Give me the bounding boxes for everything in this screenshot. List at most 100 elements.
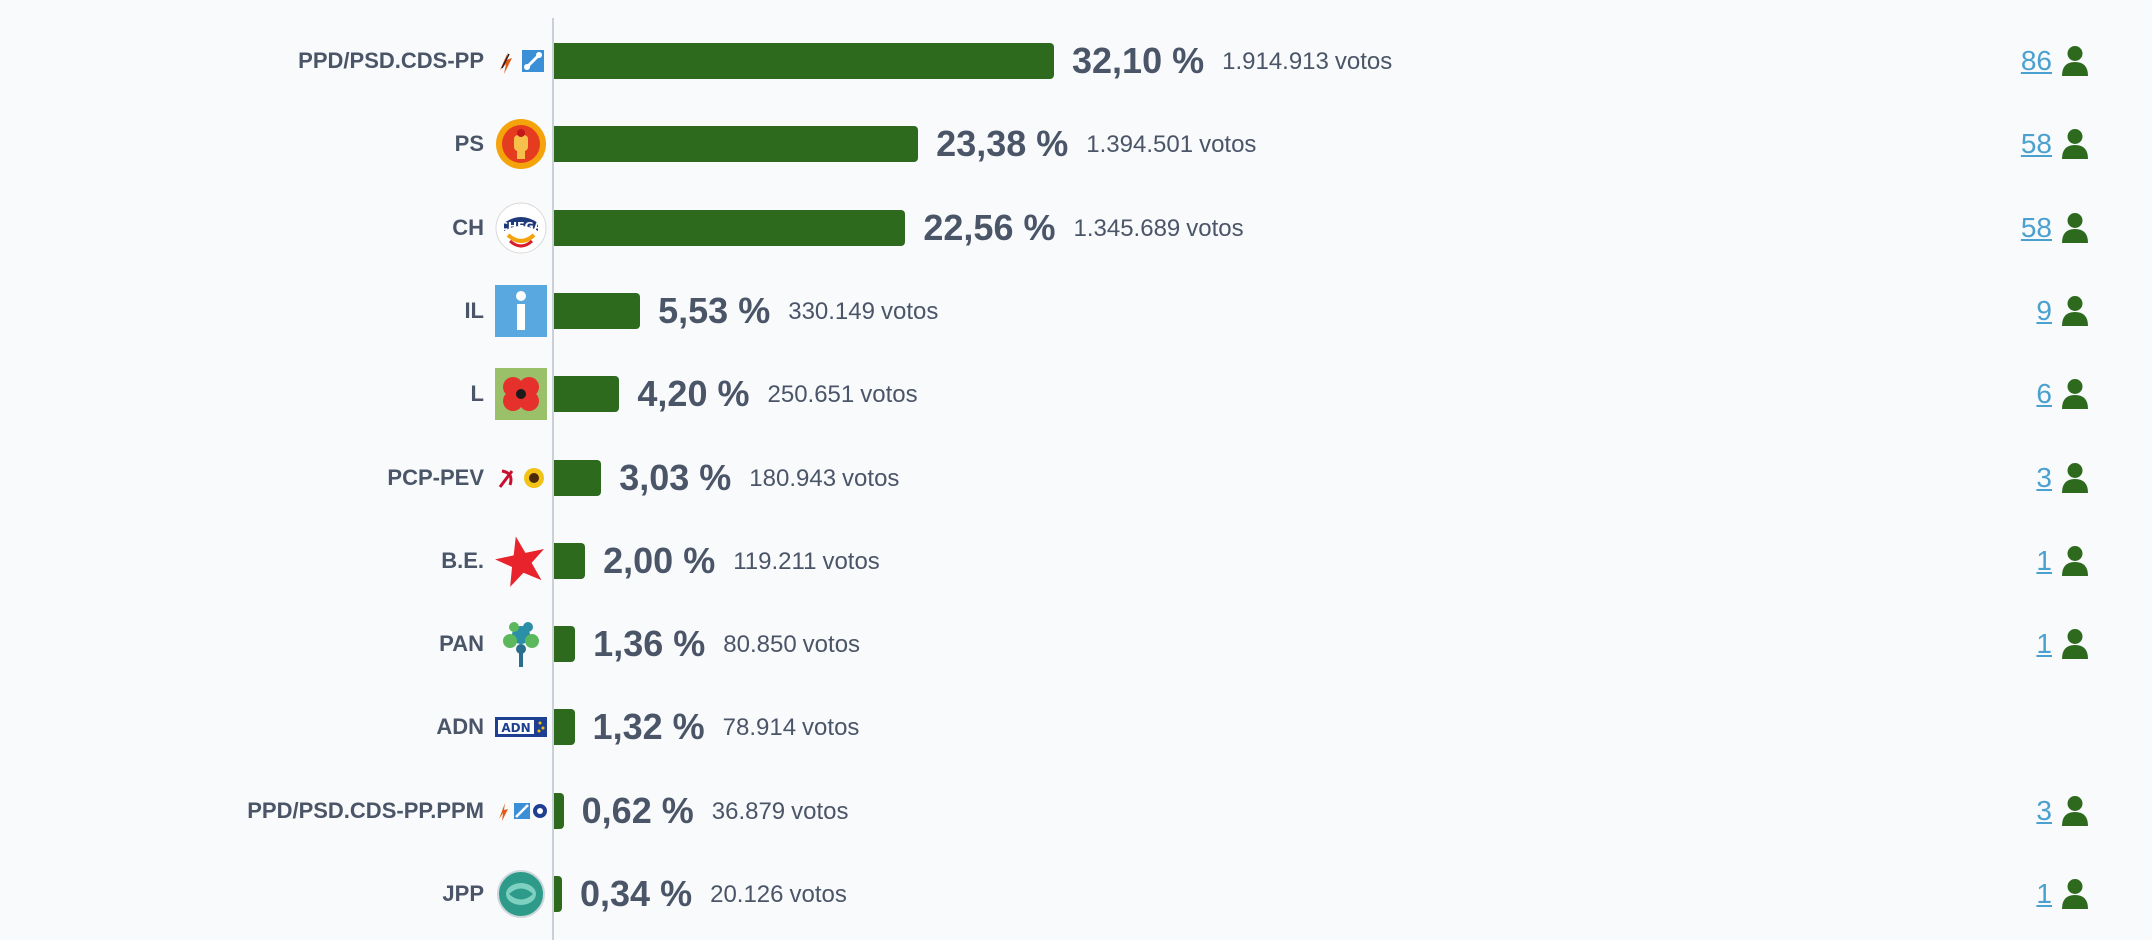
svg-text:CHEGA: CHEGA: [500, 220, 543, 233]
bar: [554, 126, 919, 163]
jpp-logo: [494, 867, 548, 921]
votes-count: 180.943: [749, 464, 837, 492]
svg-text:ADN: ADN: [501, 721, 530, 735]
bar: [554, 626, 576, 663]
votes-label: 78.914 votos: [723, 697, 860, 757]
percentage-unit: %: [738, 289, 771, 331]
result-row: JPP 0,34% 20.126 votos 1: [0, 864, 2152, 924]
percentage-value: 3,03: [619, 456, 690, 498]
votes-unit: votos: [842, 464, 900, 492]
person-icon: [2060, 628, 2090, 660]
seats-link[interactable]: 58: [2020, 128, 2052, 160]
percentage-unit: %: [660, 873, 693, 914]
votes-count: 20.126: [710, 881, 784, 908]
chega-logo: CHEGA: [494, 201, 548, 255]
person-icon: [2060, 295, 2090, 327]
person-icon: [2060, 378, 2090, 410]
votes-unit: votos: [1199, 131, 1257, 159]
person-icon: [2060, 795, 2090, 827]
bar: [554, 209, 906, 246]
seats-link[interactable]: 86: [2020, 45, 2052, 76]
percentage-label: 3,03%: [619, 448, 731, 508]
percentage-value: 2,00: [603, 539, 674, 581]
votes-count: 1.345.689: [1073, 214, 1181, 242]
votes-count: 250.651: [767, 381, 855, 409]
bar: [554, 292, 641, 329]
votes-unit: votos: [791, 797, 849, 825]
pcp-pev-logo: [494, 451, 548, 505]
votes-unit: votos: [802, 714, 860, 742]
party-label: JPP: [442, 881, 484, 906]
livre-poppy-logo: [494, 367, 548, 421]
percentage-value: 0,34: [580, 873, 651, 914]
person-icon: [2060, 878, 2090, 910]
percentage-value: 1,36: [593, 623, 664, 665]
person-icon: [2060, 212, 2090, 244]
percentage-unit: %: [661, 789, 694, 831]
votes-label: 1.394.501 votos: [1086, 114, 1256, 174]
percentage-unit: %: [1023, 206, 1056, 248]
votes-unit: votos: [1334, 48, 1393, 75]
votes-unit: votos: [880, 297, 939, 325]
seats-link[interactable]: 1: [2036, 628, 2052, 660]
percentage-value: 5,53: [658, 289, 729, 331]
be-star-logo: [494, 534, 548, 588]
party-label: PS: [454, 131, 484, 157]
percentage-label: 2,00%: [603, 531, 715, 591]
psd-cds-logo: [494, 34, 548, 88]
percentage-label: 1,32%: [593, 697, 705, 757]
seats-link[interactable]: 6: [2036, 378, 2052, 410]
percentage-label: 1,36%: [593, 614, 705, 674]
percentage-unit: %: [717, 373, 750, 415]
seats-link[interactable]: 9: [2036, 294, 2052, 326]
bar: [554, 459, 602, 496]
psd-cds-ppm-logo: [494, 784, 548, 838]
result-row: L 4,20% 250.651 votos 6: [0, 364, 2152, 424]
axis-line: [552, 18, 554, 940]
percentage-value: 0,62: [581, 789, 652, 831]
bar: [554, 792, 564, 829]
votes-label: 330.149 votos: [788, 281, 938, 341]
bar: [554, 709, 575, 746]
adn-logo: ADN: [494, 700, 548, 754]
result-row: ADN ADN 1,32% 78.914 votos: [0, 697, 2152, 757]
seats-link[interactable]: 58: [2020, 211, 2052, 243]
seats-link[interactable]: 1: [2036, 544, 2052, 576]
person-icon: [2060, 462, 2090, 494]
votes-count: 330.149: [788, 297, 875, 325]
seats-link[interactable]: 3: [2036, 461, 2052, 493]
percentage-label: 5,53%: [658, 281, 770, 341]
votes-count: 119.211: [733, 547, 817, 575]
percentage-label: 23,38%: [936, 114, 1068, 174]
party-label: PAN: [439, 631, 484, 657]
party-label: B.E.: [441, 547, 484, 573]
votes-count: 80.850: [723, 631, 797, 659]
percentage-unit: %: [683, 539, 716, 581]
votes-unit: votos: [860, 381, 918, 409]
party-label: IL: [464, 297, 484, 323]
percentage-unit: %: [699, 456, 732, 498]
person-icon: [2060, 128, 2090, 160]
votes-unit: votos: [1186, 214, 1244, 242]
bar: [554, 876, 562, 912]
votes-count: 1.394.501: [1086, 131, 1194, 159]
pan-tree-logo: [494, 617, 548, 671]
votes-count: 78.914: [722, 714, 797, 742]
votes-unit: votos: [822, 547, 880, 575]
party-label: PPD/PSD.CDS-PP.PPM: [247, 797, 484, 823]
votes-count: 1.914.913: [1222, 48, 1329, 75]
result-row: PPD/PSD.CDS-PP 32,10% 1.914.913 votos 86: [0, 31, 2152, 91]
person-icon: [2060, 45, 2090, 77]
seats-link[interactable]: 1: [2036, 878, 2052, 909]
seats-link[interactable]: 3: [2036, 794, 2052, 826]
votes-label: 36.879 votos: [712, 781, 849, 841]
votes-label: 180.943 votos: [749, 448, 899, 508]
votes-unit: votos: [789, 881, 847, 908]
percentage-label: 22,56%: [923, 198, 1055, 258]
party-label: PPD/PSD.CDS-PP: [298, 48, 484, 73]
votes-label: 80.850 votos: [723, 614, 860, 674]
votes-label: 20.126 votos: [710, 864, 847, 924]
votes-label: 250.651 votos: [768, 364, 918, 424]
votes-label: 1.345.689 votos: [1074, 198, 1244, 258]
